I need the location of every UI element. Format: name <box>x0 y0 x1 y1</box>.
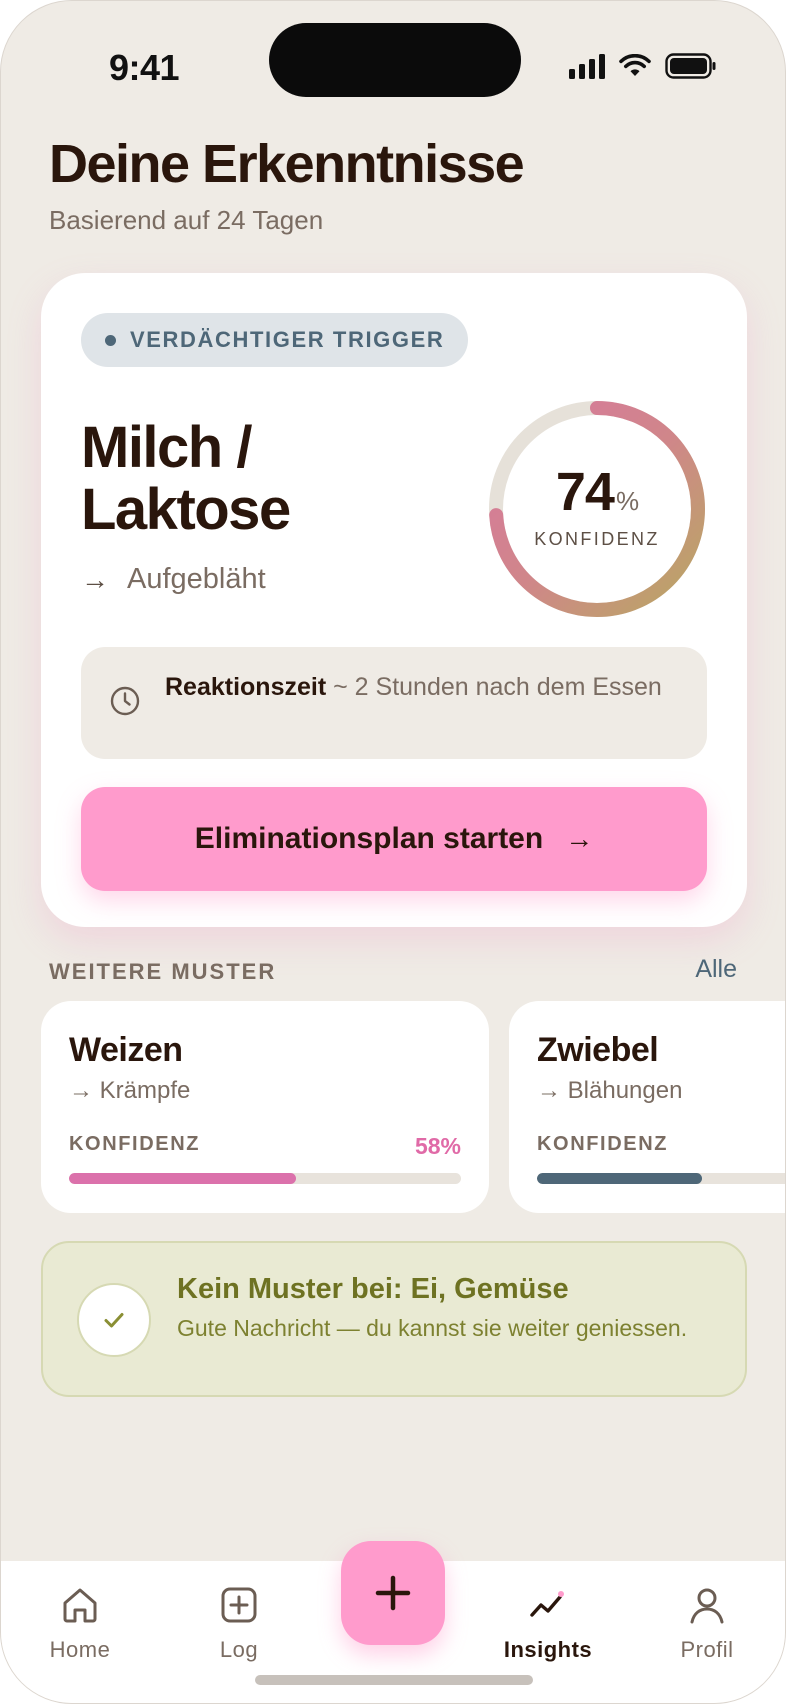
tab-label: Profil <box>680 1637 734 1662</box>
reaction-time-box: Reaktionszeit ~ 2 Stunden nach dem Essen <box>81 647 707 759</box>
confidence-bar-fill <box>537 1173 702 1184</box>
check-icon <box>77 1283 151 1357</box>
symptom-label: Aufgebläht <box>127 563 266 595</box>
tab-label: Insights <box>503 1637 593 1662</box>
arrow-right-icon: → <box>81 563 109 595</box>
clock-icon <box>110 686 140 716</box>
tab-label: Home <box>49 1637 111 1662</box>
pattern-symptom: → Krämpfe <box>69 1077 191 1104</box>
start-elimination-plan-button[interactable]: Eliminationsplan starten → <box>81 787 707 891</box>
confidence-ring-arc <box>489 401 705 617</box>
confidence-number: 74 <box>555 462 615 522</box>
profile-icon <box>690 1588 724 1624</box>
confidence-bar-track <box>69 1173 461 1184</box>
home-indicator <box>255 1675 533 1685</box>
tab-log[interactable]: Log <box>179 1585 299 1663</box>
no-pattern-title: Kein Muster bei: Ei, Gemüse <box>177 1273 569 1305</box>
pattern-confidence-label: KONFIDENZ <box>69 1133 201 1155</box>
no-pattern-text: Gute Nachricht — du kannst sie weiter ge… <box>177 1315 688 1341</box>
tab-home[interactable]: Home <box>20 1585 140 1663</box>
add-entry-button[interactable] <box>341 1541 445 1645</box>
plus-icon <box>375 1575 411 1611</box>
pattern-symptom: → Blähungen <box>537 1077 683 1104</box>
trigger-name-line1: Milch / <box>81 415 252 480</box>
status-time: 9:41 <box>109 47 180 88</box>
page-subtitle: Basierend auf 24 Tagen <box>49 205 324 235</box>
trigger-name-line2: Laktose <box>81 477 291 542</box>
confidence-unit: % <box>615 486 639 516</box>
badge-dot <box>105 334 116 346</box>
trigger-card: VERDÄCHTIGER TRIGGER Milch / Laktose → A… <box>41 273 747 927</box>
pattern-card-wheat[interactable]: Weizen → Krämpfe KONFIDENZ 58% <box>41 1001 489 1213</box>
pattern-confidence-value: 58% <box>414 1133 461 1159</box>
reaction-text: Reaktionszeit ~ 2 Stunden nach dem Essen <box>165 671 675 703</box>
status-icons <box>569 53 717 79</box>
trend-chart-icon <box>530 1591 564 1617</box>
confidence-ring <box>489 401 705 617</box>
trigger-symptom: → Aufgebläht <box>81 563 266 596</box>
cellular-signal-icon <box>569 53 605 79</box>
arrow-right-icon: → <box>565 823 594 854</box>
reaction-label: Reaktionszeit <box>165 673 327 701</box>
reaction-detail: ~ 2 Stunden nach dem Essen <box>333 673 662 701</box>
wifi-icon <box>619 54 651 76</box>
section-label-more-patterns: WEITERE MUSTER <box>49 959 277 984</box>
dynamic-island <box>269 23 521 97</box>
pattern-name: Weizen <box>69 1031 183 1069</box>
see-all-link[interactable]: Alle <box>695 955 737 983</box>
tab-profile[interactable]: Profil <box>647 1585 767 1663</box>
pattern-name: Zwiebel <box>537 1031 659 1069</box>
battery-icon <box>665 53 716 79</box>
page-title: Deine Erkenntnisse <box>49 134 525 194</box>
confidence-bar-fill <box>69 1173 297 1184</box>
home-icon <box>63 1588 97 1623</box>
add-square-icon <box>221 1587 257 1623</box>
no-pattern-card: Kein Muster bei: Ei, Gemüse Gute Nachric… <box>41 1241 747 1397</box>
pattern-confidence-label: KONFIDENZ <box>537 1133 669 1155</box>
tab-insights[interactable]: Insights <box>488 1585 608 1663</box>
confidence-label: KONFIDENZ <box>534 529 660 549</box>
trigger-name: Milch / Laktose <box>81 417 441 541</box>
pattern-card-onion[interactable]: Zwiebel → Blähungen KONFIDENZ <box>509 1001 785 1213</box>
confidence-value: 74% <box>485 461 709 523</box>
cta-label: Eliminationsplan starten <box>194 822 544 855</box>
suspected-trigger-badge: VERDÄCHTIGER TRIGGER <box>81 313 469 367</box>
tab-label: Log <box>219 1637 259 1662</box>
badge-label: VERDÄCHTIGER TRIGGER <box>130 327 445 352</box>
confidence-bar-track <box>537 1173 785 1184</box>
